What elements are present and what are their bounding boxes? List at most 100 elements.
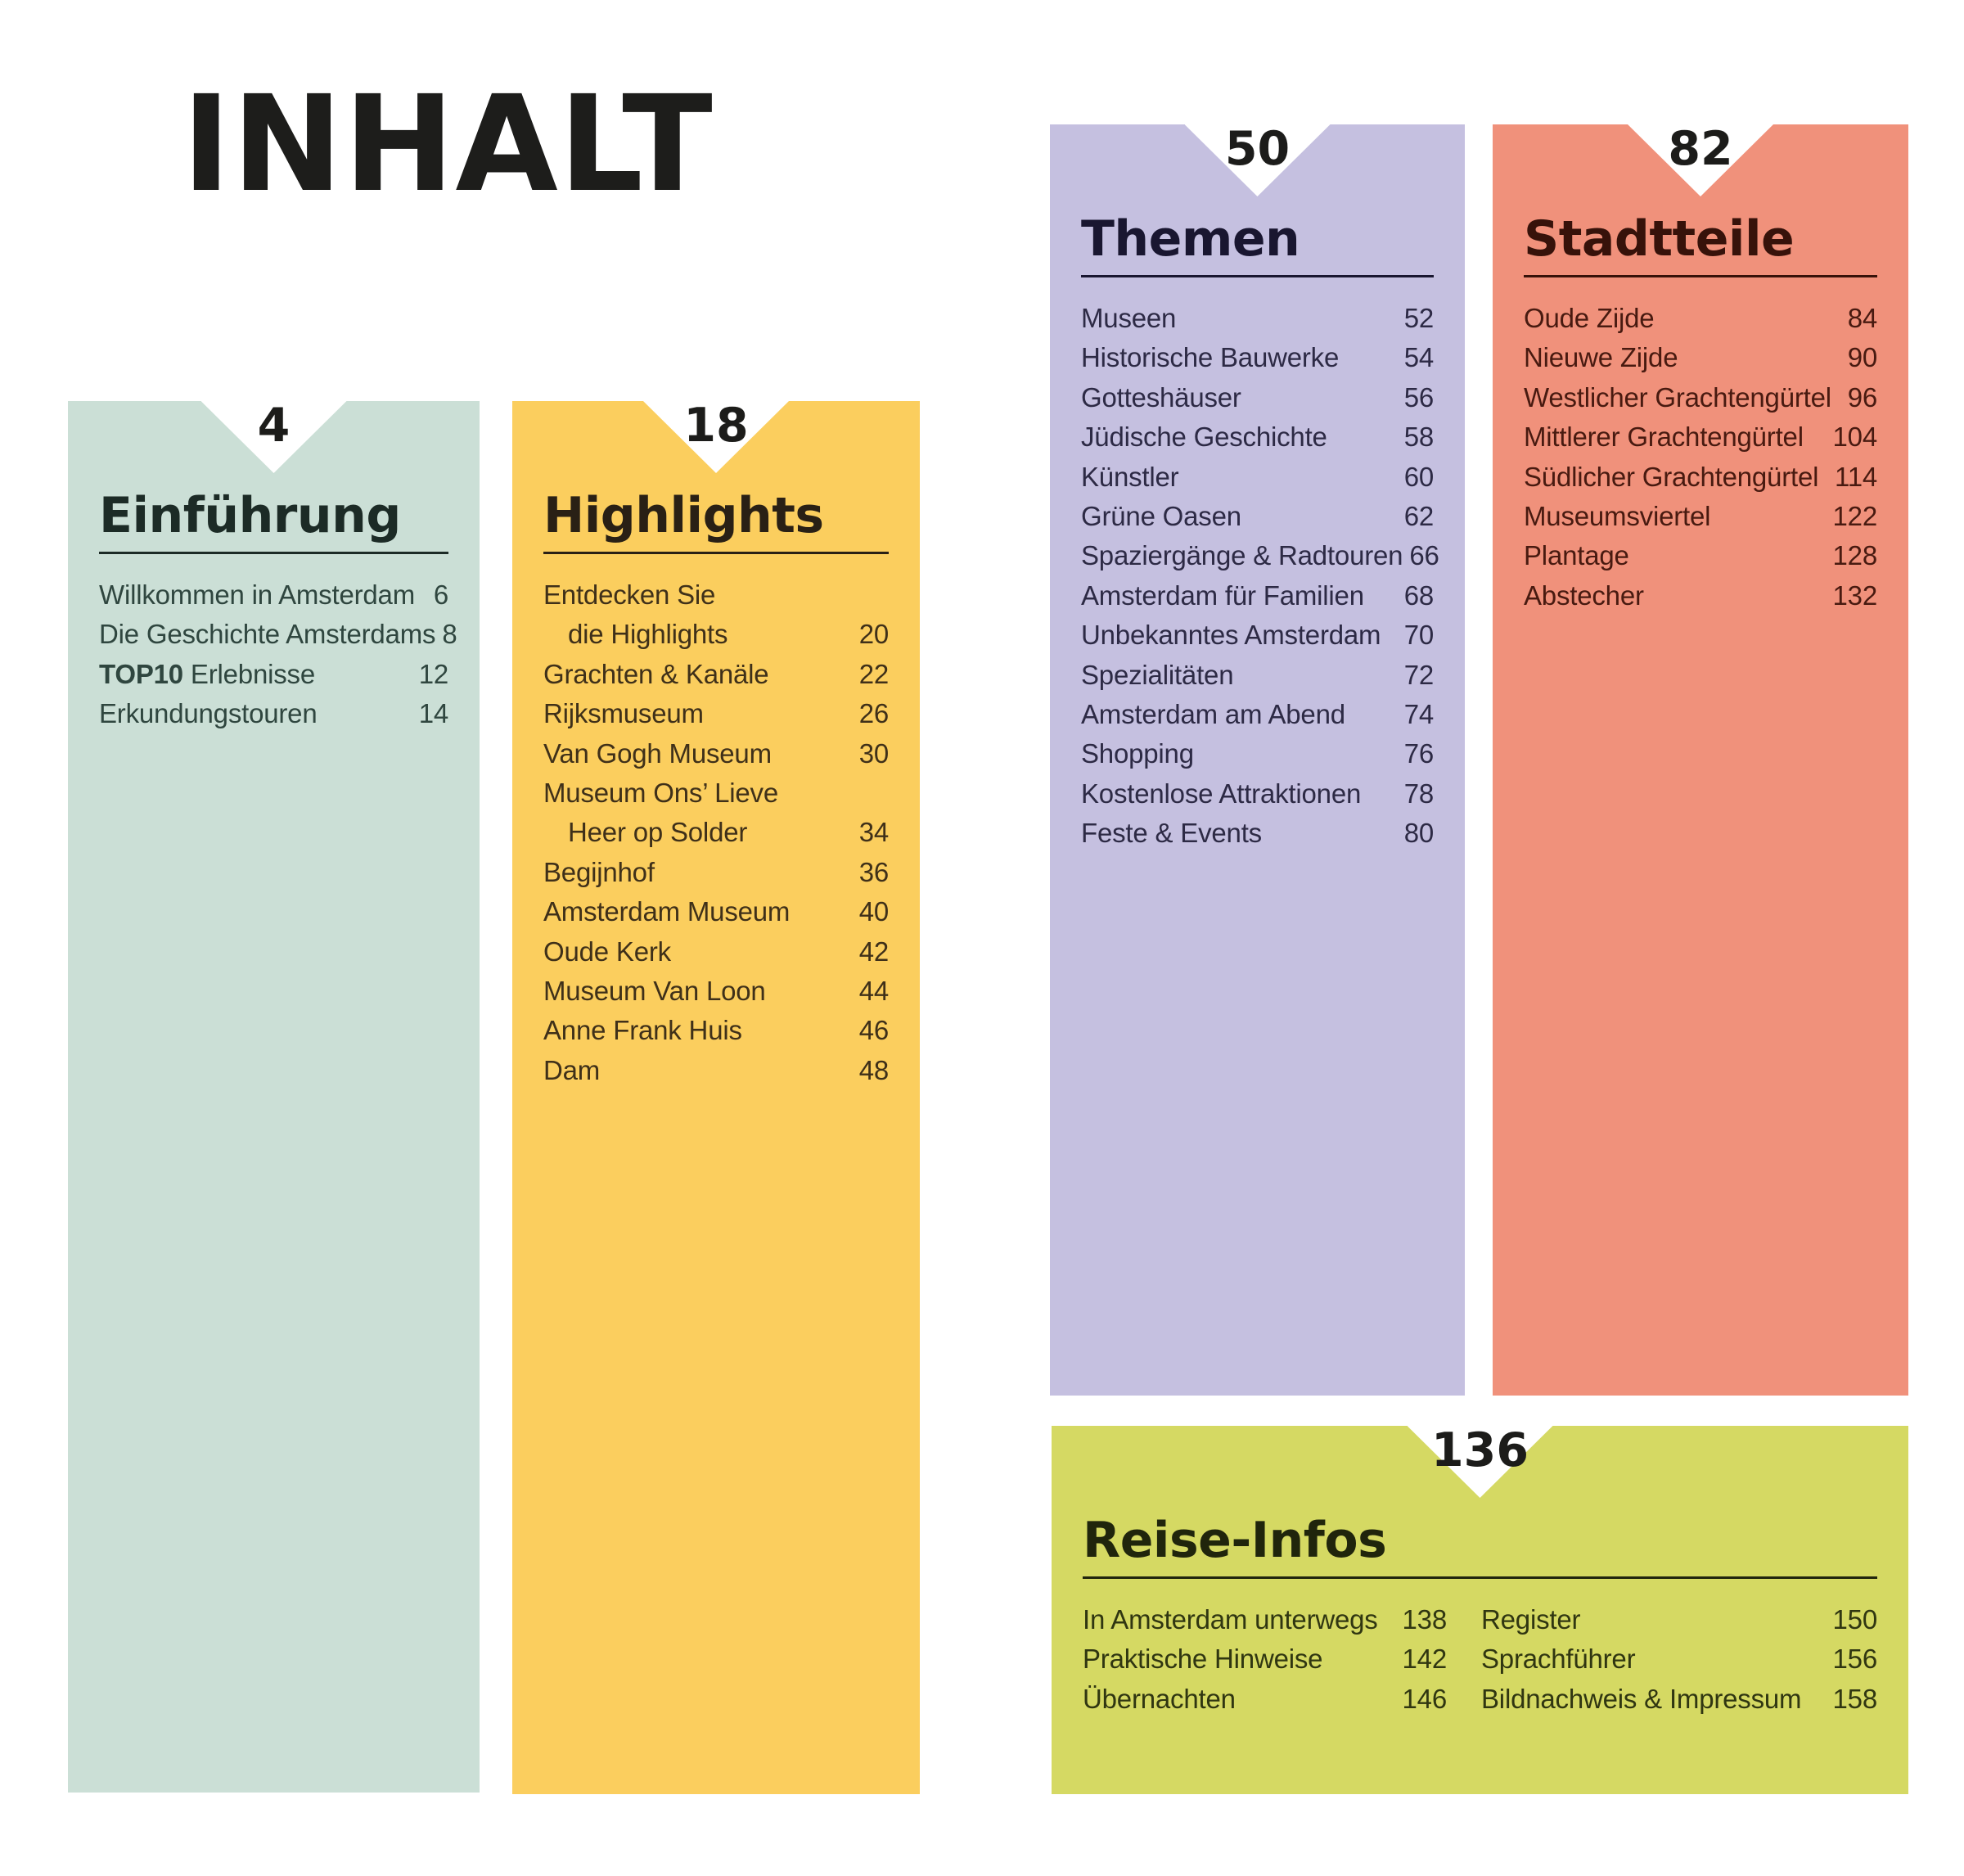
toc-item-page: 14 — [418, 698, 449, 729]
toc-item-page: 22 — [858, 658, 890, 689]
toc-item: Amsterdam Museum 40 — [543, 892, 889, 931]
toc-item-label: Entdecken Sie die Highlights — [543, 575, 728, 655]
toc-item-page: 36 — [858, 856, 890, 887]
toc-item: Begijnhof 36 — [543, 853, 889, 892]
toc-item: Jüdische Geschichte 58 — [1081, 417, 1434, 457]
toc-item-page: 8 — [442, 619, 457, 650]
toc-item-label: Amsterdam für Familien — [1081, 576, 1364, 616]
section-heading: Einführung — [99, 487, 401, 544]
toc-item-page: 30 — [858, 737, 890, 769]
toc-item: Willkommen in Amsterdam 6 — [99, 575, 448, 615]
toc-item: Historische Bauwerke 54 — [1081, 338, 1434, 377]
toc-item-label: Historische Bauwerke — [1081, 338, 1339, 377]
toc-item-page: 58 — [1403, 422, 1435, 453]
toc-item-label: Museum Van Loon — [543, 972, 766, 1011]
toc-columns: In Amsterdam unterwegs 138 Praktische Hinw… — [1083, 1579, 1877, 1719]
toc-item: Nieuwe Zijde 90 — [1524, 338, 1877, 377]
toc-item-page: 80 — [1403, 818, 1435, 849]
toc-item-page: 26 — [858, 698, 890, 729]
panel-themen: 50 Themen Museen 52 Historische Bauwerke 54… — [1050, 124, 1465, 1396]
toc-item-label: Begijnhof — [543, 853, 655, 892]
toc-item-label: Van Gogh Museum — [543, 734, 772, 773]
page-number-notch: 4 — [201, 401, 347, 473]
toc-item-label-text: Mittlerer Grachtengürtel — [1524, 422, 1804, 453]
toc-item-label: Spaziergänge & Radtouren — [1081, 536, 1403, 575]
toc-item-page: 156 — [1832, 1644, 1878, 1675]
toc-item-label: Oude Kerk — [543, 932, 671, 972]
toc-item-label: Grüne Oasen — [1081, 497, 1241, 536]
toc-item-label-text: Sprachführer — [1481, 1644, 1636, 1675]
toc-item: Amsterdam für Familien 68 — [1081, 576, 1434, 616]
toc-item-page: 78 — [1403, 778, 1435, 809]
toc-item: Oude Zijde 84 — [1524, 299, 1877, 338]
toc-item-label-text: Museumsviertel — [1524, 501, 1711, 532]
toc-item: Westlicher Grachtengürtel 96 — [1524, 378, 1877, 417]
toc-item-label: Anne Frank Huis — [543, 1011, 742, 1050]
toc-item-label-text: Rijksmuseum — [543, 698, 704, 729]
toc-item-label: TOP10 Erlebnisse — [99, 655, 315, 694]
toc-item-label-text: Dam — [543, 1054, 601, 1085]
toc-item: Amsterdam am Abend 74 — [1081, 695, 1434, 734]
toc-item-label: Oude Zijde — [1524, 299, 1655, 338]
toc-item-label-text: Die Geschichte Amsterdams — [99, 619, 436, 650]
toc-item-label-text: Oude Zijde — [1524, 303, 1655, 333]
toc-item-label-text: Kostenlose Attraktionen — [1081, 778, 1362, 809]
toc-item-label: Rijksmuseum — [543, 694, 704, 733]
toc-item-label-text: Amsterdam am Abend — [1081, 699, 1345, 730]
toc-item-label: Gotteshäuser — [1081, 378, 1241, 417]
toc-item: Übernachten 146 — [1083, 1680, 1447, 1719]
page-title: INHALT — [182, 68, 714, 222]
toc-item: Anne Frank Huis 46 — [543, 1011, 889, 1050]
toc-item-label: Museumsviertel — [1524, 497, 1710, 536]
toc-item: Kostenlose Attraktionen 78 — [1081, 774, 1434, 814]
toc-item-label-text: Künstler — [1081, 461, 1179, 492]
toc-item-page: 84 — [1847, 303, 1878, 333]
toc-item-label: Willkommen in Amsterdam — [99, 575, 415, 615]
toc-item-label: Kostenlose Attraktionen — [1081, 774, 1361, 814]
toc-item-label: Abstecher — [1524, 576, 1644, 616]
heading-rule — [99, 552, 448, 554]
page-number-notch: 136 — [1408, 1426, 1553, 1498]
toc-item: Sprachführer 156 — [1481, 1639, 1877, 1679]
toc-item: TOP10 Erlebnisse 12 — [99, 655, 448, 694]
toc-item-page: 142 — [1402, 1644, 1448, 1675]
toc-item-page: 70 — [1403, 620, 1435, 651]
heading-rule — [1081, 275, 1434, 277]
toc-item-label: Künstler — [1081, 458, 1179, 497]
toc-item-label-text: Nieuwe Zijde — [1524, 342, 1678, 373]
toc-list: Register 150 Sprachführer 156 Bildnachweis &… — [1481, 1600, 1877, 1719]
toc-item-label: Nieuwe Zijde — [1524, 338, 1678, 377]
toc-item-label-text: Museum Van Loon — [543, 976, 766, 1007]
toc-item-page: 60 — [1403, 461, 1435, 492]
toc-item-label: Amsterdam Museum — [543, 892, 790, 931]
toc-list: Entdecken Sie die Highlights 20 Grachten & … — [543, 575, 889, 1090]
toc-item: Register 150 — [1481, 1600, 1877, 1639]
toc-item: Museum Van Loon 44 — [543, 972, 889, 1011]
panel-reise-infos: 136 Reise-Infos In Amsterdam unterwegs 13… — [1052, 1426, 1908, 1794]
toc-item-label-text: Westlicher Grachtengürtel — [1524, 381, 1831, 413]
toc-item-label-text: Spezialitäten — [1081, 659, 1234, 690]
toc-item: Museen 52 — [1081, 299, 1434, 338]
toc-item-page: 46 — [858, 1015, 890, 1046]
page-number-notch: 82 — [1628, 124, 1773, 196]
toc-item-page: 122 — [1832, 501, 1878, 532]
toc-list: In Amsterdam unterwegs 138 Praktische Hinw… — [1083, 1600, 1447, 1719]
section-start-page: 136 — [1431, 1423, 1529, 1477]
toc-item-page: 12 — [418, 658, 449, 689]
toc-item: Die Geschichte Amsterdams 8 — [99, 615, 457, 654]
toc-item-page: 158 — [1832, 1683, 1878, 1714]
toc-item-label: Feste & Events — [1081, 814, 1262, 853]
toc-item-page: 66 — [1409, 540, 1439, 571]
toc-item-page: 42 — [858, 936, 890, 967]
toc-item-label-text: Register — [1481, 1604, 1581, 1635]
toc-item-label-text: Jüdische Geschichte — [1081, 422, 1327, 453]
toc-item-label: Südlicher Grachtengürtel — [1524, 458, 1818, 497]
toc-item-label-text: Shopping — [1081, 738, 1194, 769]
section-heading: Highlights — [543, 487, 824, 544]
toc-item-page: 56 — [1403, 381, 1435, 413]
toc-item: Van Gogh Museum 30 — [543, 734, 889, 773]
toc-item-page: 96 — [1847, 381, 1878, 413]
toc-item: Spezialitäten 72 — [1081, 656, 1434, 695]
toc-item-label: Museen — [1081, 299, 1176, 338]
toc-item-label-text: Bildnachweis & Impressum — [1481, 1683, 1802, 1714]
